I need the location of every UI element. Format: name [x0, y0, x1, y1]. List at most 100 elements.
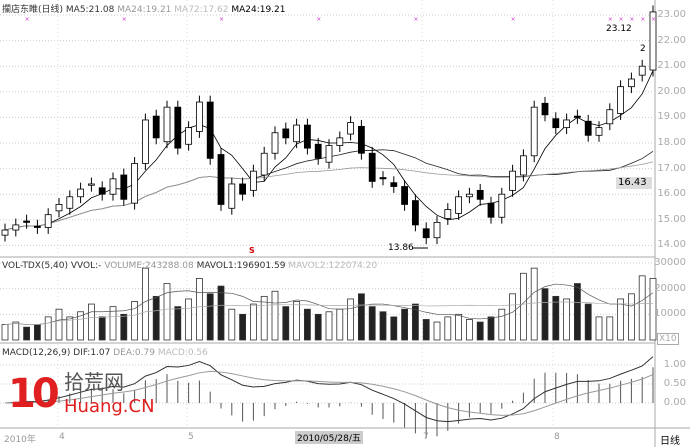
candle-up — [347, 122, 355, 135]
volume-bar — [520, 272, 527, 341]
volume-bar — [498, 308, 506, 341]
signal-x-marker: × — [640, 16, 645, 23]
date-month-8: 8 — [554, 432, 560, 442]
ma24-value: MA24:19.21 — [117, 5, 172, 15]
volume-bar — [574, 283, 581, 341]
volume-bar — [433, 321, 441, 341]
volume-bar — [336, 308, 344, 341]
signal-x-marker: × — [122, 16, 127, 23]
volume-bar — [314, 313, 322, 341]
signal-x-marker: × — [219, 16, 224, 23]
logo-cn: 拾荒网 — [64, 370, 124, 394]
volume-bar — [109, 306, 117, 341]
candle-up — [293, 124, 301, 143]
volume-bar — [476, 321, 484, 341]
signal-x-marker: × — [316, 16, 321, 23]
cursor-date: 2010/05/28/五 — [295, 431, 363, 444]
volume-bar — [422, 319, 430, 341]
period-label[interactable]: 日线 — [660, 436, 680, 447]
volume-bar — [563, 298, 570, 341]
candle-down — [411, 200, 419, 226]
signal-x-marker: × — [651, 16, 656, 23]
candle-up — [141, 119, 149, 164]
high-price-label: 23.12 — [606, 24, 632, 34]
candle-up — [433, 221, 441, 239]
volume-bar — [617, 298, 624, 341]
volume-indicator-name[interactable]: VOL-TDX(5,40) — [2, 261, 69, 271]
volume-bar — [390, 316, 398, 341]
volume-bar — [487, 316, 495, 341]
volume-tick-label: 30000 — [654, 257, 686, 268]
candle-up — [444, 209, 452, 219]
volume-bar — [77, 311, 84, 341]
volume-bar — [12, 321, 20, 341]
price-tick-label: 20.00 — [657, 85, 686, 97]
volume-bar — [357, 293, 365, 341]
volume-bar — [638, 275, 646, 341]
candle-down — [152, 115, 160, 139]
price-tick-label: 17.00 — [657, 162, 686, 174]
volume-bar — [552, 295, 560, 341]
volume-bar — [411, 303, 419, 341]
candle-down — [422, 228, 430, 239]
price-header: 攔店东睢(日线) MA5:21.08 MA24:19.21 MA72:17.62… — [2, 2, 286, 15]
volume-bar — [98, 316, 106, 341]
volume-tick-label: 20000 — [654, 282, 686, 294]
price-tick-label: 16.00 — [657, 188, 686, 200]
candle-up — [131, 163, 139, 204]
volume-bar — [55, 308, 63, 341]
volume-bar — [401, 308, 409, 341]
candle-up — [249, 170, 257, 191]
candle-up — [228, 183, 236, 209]
candle-down — [314, 143, 322, 159]
volume-bar — [325, 311, 333, 341]
volume-bar — [379, 311, 387, 341]
watermark-logo: 10 拾荒网 Huang.CN — [8, 370, 158, 420]
candle-down — [541, 102, 549, 116]
price-tick-label: 21.00 — [657, 60, 686, 72]
volume-bar — [249, 303, 257, 341]
volume-unit-label: X10 — [657, 333, 679, 345]
dea-value: DEA:0.79 — [113, 348, 155, 358]
volume-header: VOL-TDX(5,40) VVOL:- VOLUME:243288.08 MA… — [2, 261, 377, 271]
signal-x-marker: × — [413, 16, 418, 23]
macd-indicator-name[interactable]: MACD(12,26,9) — [2, 348, 71, 358]
volume-bar — [347, 298, 355, 341]
candle-down — [206, 101, 214, 159]
price-tick-label: 18.00 — [657, 137, 686, 148]
volume-bar — [120, 313, 128, 341]
signal-x-marker: × — [511, 16, 516, 23]
mavol1-line — [4, 283, 654, 325]
candle-up — [55, 204, 63, 212]
candle-up — [628, 78, 635, 88]
vvol-value: VVOL:- — [70, 261, 102, 271]
candle-up — [649, 11, 657, 71]
volume-bar — [66, 316, 74, 341]
mavol2-line — [4, 301, 654, 325]
mavol2-value: MAVOL2:122074.20 — [288, 261, 378, 271]
candle-down — [23, 220, 31, 223]
stock-title: 攔店东睢(日线) — [2, 5, 64, 15]
volume-bar — [541, 288, 549, 341]
candle-up — [520, 155, 527, 176]
price-tick-label: 15.00 — [657, 213, 686, 225]
volume-bar — [465, 319, 473, 341]
candle-down — [217, 154, 225, 205]
volume-bar — [1, 324, 9, 341]
volume-bar — [34, 324, 41, 341]
volume-bar — [185, 298, 193, 341]
candle-up — [455, 196, 463, 214]
volume-bar — [368, 306, 376, 341]
volume-bar — [509, 293, 517, 341]
candle-up — [1, 229, 9, 236]
volume-bar — [23, 326, 31, 341]
mavol1-value: MAVOL1:196901.59 — [196, 261, 286, 271]
volume-bar — [260, 295, 268, 341]
candle-up — [77, 188, 84, 198]
candle-up — [12, 224, 20, 231]
current-price-box: 16.43 — [616, 177, 652, 189]
macd-header: MACD(12,26,9) DIF:1.07 DEA:0.79 MACD:0.5… — [2, 348, 208, 358]
candle-down — [303, 124, 311, 149]
ma72-value: MA72:17.62 — [174, 5, 229, 15]
